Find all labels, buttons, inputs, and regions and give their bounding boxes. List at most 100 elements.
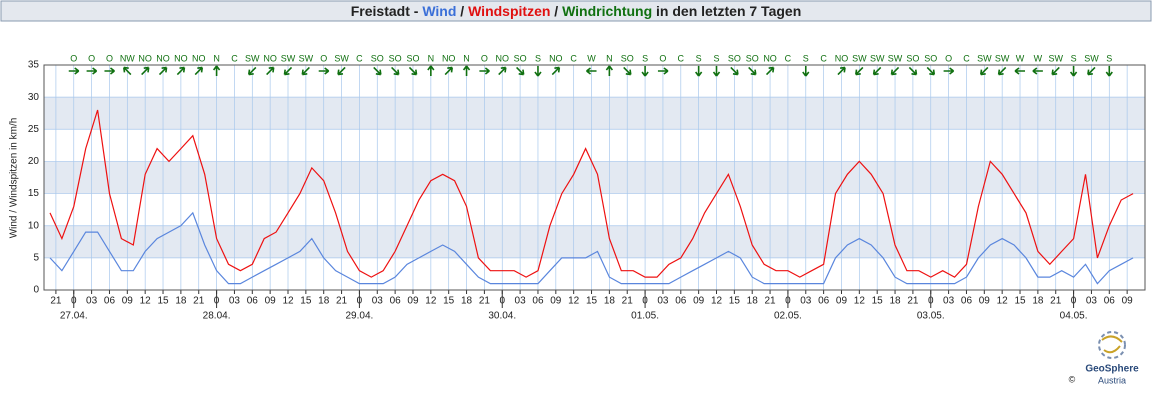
direction-label: C	[820, 53, 827, 63]
x-tick-label: 15	[729, 296, 741, 307]
y-tick-label: 0	[33, 285, 39, 296]
direction-label: C	[231, 53, 238, 63]
x-tick-label: 09	[550, 296, 562, 307]
direction-label: SW	[281, 53, 296, 63]
direction-label: SO	[514, 53, 527, 63]
x-tick-label: 18	[175, 296, 187, 307]
series-line	[49, 109, 1134, 278]
direction-label: NO	[156, 53, 170, 63]
x-tick-label: 18	[318, 296, 330, 307]
direction-arrow	[623, 66, 632, 76]
direction-arrow	[498, 66, 507, 76]
band	[44, 97, 1145, 130]
x-tick-label: 18	[1032, 296, 1044, 307]
x-tick-label: 18	[889, 296, 901, 307]
x-tick-label: 15	[300, 296, 312, 307]
direction-label: C	[356, 53, 363, 63]
direction-label: SO	[906, 53, 919, 63]
direction-label: O	[659, 53, 666, 63]
direction-arrow	[1032, 67, 1043, 75]
direction-label: NO	[835, 53, 849, 63]
direction-arrow	[194, 66, 204, 76]
direction-arrow	[86, 67, 98, 75]
direction-label: O	[320, 53, 327, 63]
direction-arrow	[908, 66, 918, 76]
x-tick-label: 06	[247, 296, 259, 307]
direction-arrow	[641, 66, 649, 77]
x-tick-label: 21	[622, 296, 634, 307]
direction-arrow	[695, 66, 703, 77]
direction-arrow	[765, 66, 775, 76]
direction-arrow	[534, 66, 542, 77]
x-tick-label: 06	[390, 296, 402, 307]
direction-arrow	[997, 66, 1007, 76]
direction-label: NO	[496, 53, 510, 63]
direction-arrow	[176, 66, 186, 76]
title-part: Windspitzen	[468, 3, 550, 19]
direction-arrow	[712, 66, 721, 77]
direction-arrow	[318, 67, 330, 75]
direction-arrow	[337, 66, 346, 76]
y-tick-label: 25	[28, 124, 40, 135]
x-tick-label: 09	[693, 296, 705, 307]
y-tick-label: 30	[28, 92, 40, 103]
x-tick-label: 06	[961, 296, 973, 307]
x-tick-label: 09	[265, 296, 277, 307]
x-tick-label: 18	[461, 296, 473, 307]
date-label: 28.04.	[203, 311, 231, 322]
direction-label: S	[713, 53, 719, 63]
logo-name: GeoSphere	[1085, 364, 1139, 375]
x-tick-label: 09	[979, 296, 991, 307]
direction-arrow	[586, 67, 597, 75]
direction-label: W	[1016, 53, 1025, 63]
y-axis-label: Wind / Windspitzen in km/h	[9, 118, 20, 239]
x-tick-label: 21	[336, 296, 348, 307]
direction-arrow	[104, 67, 115, 75]
direction-arrow	[301, 66, 310, 76]
direction-arrow	[408, 66, 418, 76]
x-tick-label: 09	[407, 296, 419, 307]
plot-border	[43, 64, 1146, 291]
logo-sub: Austria	[1098, 375, 1126, 385]
direction-arrow	[212, 65, 221, 76]
direction-arrow	[943, 67, 955, 75]
direction-arrow	[979, 66, 989, 76]
x-tick-label: 12	[425, 296, 437, 307]
x-tick-label: 12	[568, 296, 580, 307]
x-tick-label: 06	[818, 296, 830, 307]
direction-arrow	[802, 66, 810, 77]
direction-arrow	[1069, 66, 1078, 77]
direction-arrow	[516, 66, 525, 76]
direction-label: C	[963, 53, 970, 63]
direction-arrow	[872, 66, 882, 76]
x-tick-label: 21	[193, 296, 205, 307]
x-tick-label: 09	[836, 296, 848, 307]
direction-label: SW	[995, 53, 1010, 63]
direction-label: NO	[174, 53, 188, 63]
direction-label: SW	[870, 53, 885, 63]
x-tick-label: 06	[675, 296, 687, 307]
direction-arrow	[158, 66, 168, 76]
direction-label: S	[696, 53, 702, 63]
direction-arrow	[1105, 66, 1113, 77]
x-tick-label: 03	[800, 296, 812, 307]
direction-label: S	[1071, 53, 1077, 63]
direction-label: N	[606, 53, 613, 63]
y-tick-label: 35	[28, 60, 40, 71]
direction-arrow	[855, 66, 864, 76]
direction-label: SO	[924, 53, 937, 63]
direction-label: SW	[1084, 53, 1099, 63]
date-label: 29.04.	[346, 311, 374, 322]
direction-label: N	[428, 53, 435, 63]
x-tick-label: 09	[1122, 296, 1134, 307]
direction-arrow	[391, 66, 400, 76]
x-tick-label: 12	[997, 296, 1009, 307]
date-label: 02.05.	[774, 311, 802, 322]
x-tick-label: 15	[586, 296, 598, 307]
x-tick-label: 03	[515, 296, 527, 307]
x-tick-label: 21	[907, 296, 919, 307]
y-tick-label: 5	[33, 252, 39, 263]
direction-arrow	[141, 66, 150, 76]
direction-label: O	[106, 53, 113, 63]
